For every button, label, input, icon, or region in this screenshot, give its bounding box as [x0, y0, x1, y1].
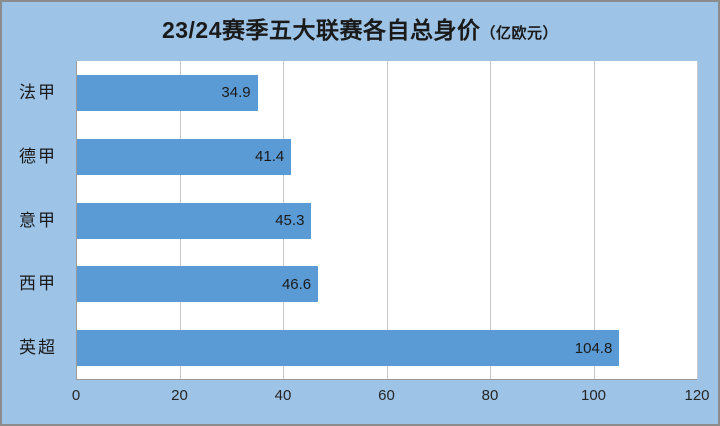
gridline-60: [387, 61, 388, 379]
bar-value-label: 41.4: [255, 148, 285, 166]
chart-title-unit: （亿欧元）: [480, 25, 559, 42]
x-tick-60: 60: [378, 387, 395, 404]
category-label-西甲: 西甲: [19, 274, 57, 294]
x-tick-20: 20: [171, 387, 188, 404]
bar-value-label: 45.3: [275, 212, 305, 229]
bar-意甲: 45.3: [77, 202, 312, 239]
x-tick-40: 40: [274, 387, 292, 404]
x-tick-120: 120: [684, 387, 710, 404]
chart-title-main: 23/24赛季五大联赛各自总身价: [161, 17, 481, 43]
x-tick-0: 0: [71, 387, 81, 404]
bar-法甲: 34.9: [77, 74, 258, 111]
bar-value-label: 46.6: [281, 275, 312, 293]
gridline-80: [490, 61, 491, 379]
bar-value-label: 104.8: [574, 339, 613, 357]
chart-title: 23/24赛季五大联赛各自总身价（亿欧元）: [2, 11, 718, 45]
gridline-120: [697, 61, 698, 379]
bar-value-label: 34.9: [221, 84, 251, 102]
plot-area: 34.9 41.4 45.3 46.6 104.8: [76, 61, 698, 380]
bar-德甲: 41.4: [77, 138, 292, 175]
category-label-法甲: 法甲: [19, 82, 57, 102]
category-label-英超: 英超: [19, 338, 57, 358]
category-label-德甲: 德甲: [19, 146, 57, 166]
bar-西甲: 46.6: [77, 266, 319, 303]
category-label-意甲: 意甲: [19, 210, 57, 230]
gridline-100: [594, 61, 595, 379]
bar-英超: 104.8: [77, 330, 620, 367]
x-tick-100: 100: [580, 387, 607, 404]
x-tick-80: 80: [481, 387, 499, 404]
